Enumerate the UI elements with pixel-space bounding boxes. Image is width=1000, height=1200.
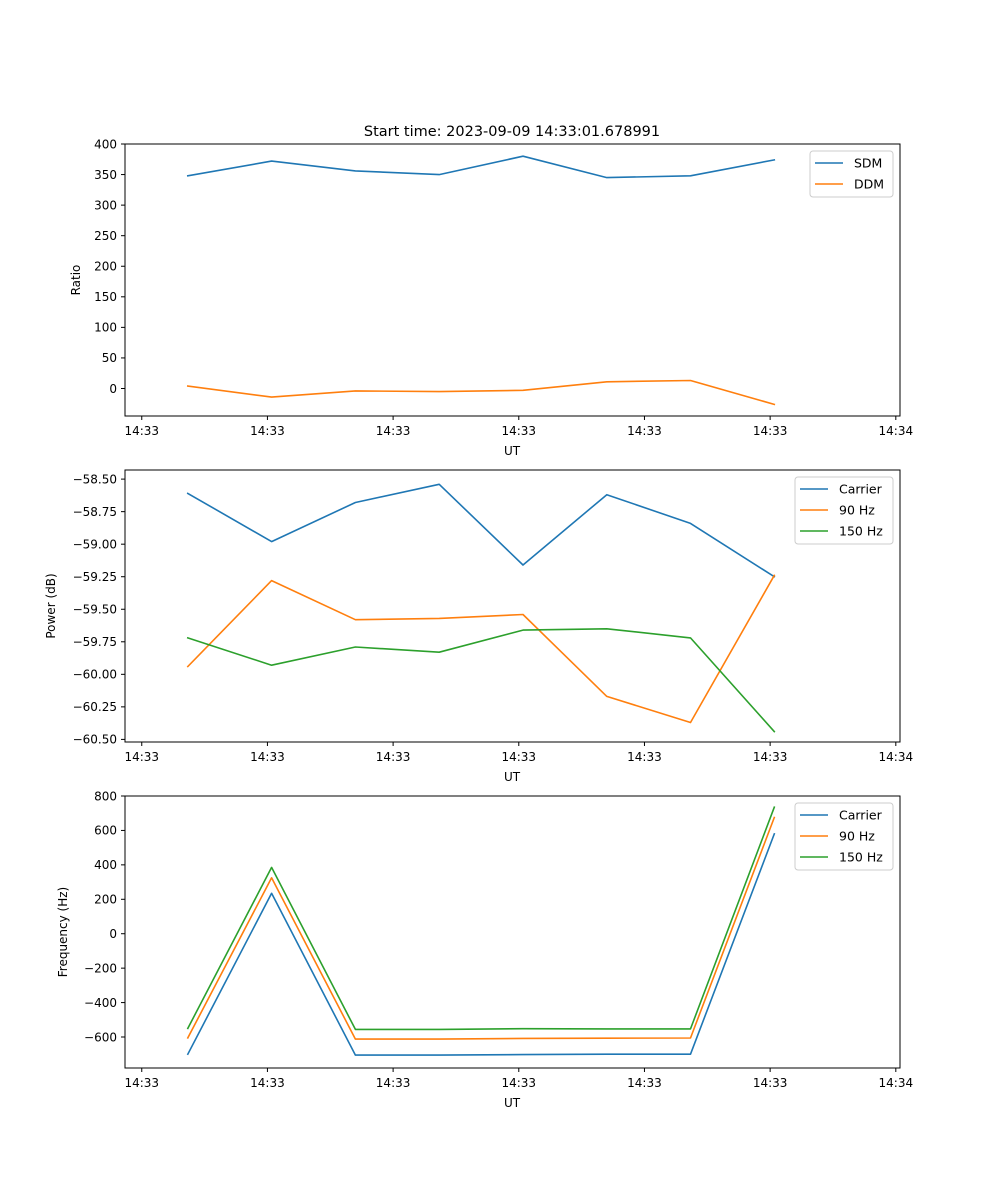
x-tick-label: 14:34 [879, 1076, 914, 1090]
series-group [186, 155, 776, 406]
series-line-150-hz [186, 806, 776, 1031]
x-tick-label: 14:33 [753, 1076, 788, 1090]
y-tick-label: −59.50 [73, 603, 117, 617]
y-tick-label: 350 [94, 168, 117, 182]
y-tick-label: 800 [94, 789, 117, 803]
y-tick-label: −400 [84, 996, 117, 1010]
y-tick-label: 100 [94, 321, 117, 335]
x-tick-label: 14:33 [627, 750, 662, 764]
axes-frame [124, 469, 901, 743]
figure-title: Start time: 2023-09-09 14:33:01.678991 [364, 124, 660, 140]
y-tick-label: −200 [84, 961, 117, 975]
y-tick-label: 200 [94, 260, 117, 274]
series-line-sdm [186, 155, 776, 179]
legend-label: 150 Hz [839, 850, 883, 865]
series-group [186, 806, 776, 1056]
legend: SDM DDM [809, 150, 894, 198]
x-tick-label: 14:33 [376, 424, 411, 438]
x-tick-label: 14:33 [753, 750, 788, 764]
x-tick-label: 14:33 [376, 1076, 411, 1090]
y-axis-ticks: 0 50 100 150 200 250 300 350 400 [94, 137, 125, 396]
y-tick-label: −59.75 [73, 635, 117, 649]
y-tick-label: 400 [94, 137, 117, 151]
power-panel: 14:33 14:33 14:33 14:33 14:33 14:33 14:34 −60.5… [44, 469, 913, 784]
series-line-carrier [186, 832, 776, 1056]
y-tick-label: −60.00 [73, 668, 117, 682]
y-tick-label: 400 [94, 858, 117, 872]
x-axis-ticks: 14:33 14:33 14:33 14:33 14:33 14:33 14:34 [124, 416, 913, 438]
ratio-panel: 14:33 14:33 14:33 14:33 14:33 14:33 14:34 0 50 10… [69, 137, 913, 458]
legend-label: 90 Hz [839, 503, 875, 518]
x-tick-label: 14:33 [501, 424, 536, 438]
y-axis-label: Ratio [69, 265, 83, 296]
x-axis-ticks: 14:33 14:33 14:33 14:33 14:33 14:33 14:34 [124, 742, 913, 764]
subplots: 14:33 14:33 14:33 14:33 14:33 14:33 14:34 0 50 10… [44, 137, 913, 1110]
y-tick-label: 50 [102, 351, 117, 365]
y-tick-label: −600 [84, 1030, 117, 1044]
x-tick-label: 14:33 [376, 750, 411, 764]
y-tick-label: −60.25 [73, 700, 117, 714]
x-tick-label: 14:33 [124, 424, 159, 438]
y-tick-label: 0 [109, 382, 117, 396]
y-tick-label: 150 [94, 290, 117, 304]
x-tick-label: 14:33 [250, 750, 285, 764]
y-tick-label: 0 [109, 927, 117, 941]
legend-label: 90 Hz [839, 829, 875, 844]
x-tick-label: 14:33 [124, 1076, 159, 1090]
legend: Carrier 90 Hz 150 Hz [794, 476, 894, 545]
x-axis-label: UT [504, 1096, 521, 1110]
y-axis-label: Frequency (Hz) [56, 887, 70, 978]
y-tick-label: −58.75 [73, 505, 117, 519]
axes-frame [124, 143, 901, 417]
x-tick-label: 14:33 [501, 1076, 536, 1090]
x-tick-label: 14:33 [627, 424, 662, 438]
y-axis-label: Power (dB) [44, 573, 58, 638]
x-tick-label: 14:33 [250, 1076, 285, 1090]
y-tick-label: 600 [94, 824, 117, 838]
legend: Carrier 90 Hz 150 Hz [794, 802, 894, 871]
legend-label: SDM [854, 156, 882, 171]
series-line-90-hz [186, 574, 776, 724]
x-tick-label: 14:33 [124, 750, 159, 764]
y-tick-label: 250 [94, 229, 117, 243]
y-tick-label: 200 [94, 893, 117, 907]
legend-label: DDM [854, 177, 884, 192]
legend-label: Carrier [839, 482, 883, 497]
series-line-carrier [186, 483, 776, 578]
legend-frame [794, 802, 894, 871]
x-tick-label: 14:33 [753, 424, 788, 438]
series-group [186, 483, 776, 733]
x-axis-ticks: 14:33 14:33 14:33 14:33 14:33 14:33 14:34 [124, 1068, 913, 1090]
y-tick-label: −59.00 [73, 537, 117, 551]
x-axis-label: UT [504, 444, 521, 458]
series-line-150-hz [186, 627, 776, 733]
series-line-ddm [186, 379, 776, 406]
x-tick-label: 14:33 [501, 750, 536, 764]
axes-frame [124, 795, 901, 1069]
x-tick-label: 14:33 [250, 424, 285, 438]
y-axis-ticks: −600 −400 −200 0 200 400 600 800 [84, 789, 125, 1044]
series-line-90-hz [186, 816, 776, 1040]
legend-label: Carrier [839, 808, 883, 823]
x-tick-label: 14:34 [879, 750, 914, 764]
y-tick-label: −59.25 [73, 570, 117, 584]
frequency-panel: 14:33 14:33 14:33 14:33 14:33 14:33 14:34−600−… [56, 789, 913, 1110]
y-tick-label: 300 [94, 198, 117, 212]
x-axis-label: UT [504, 770, 521, 784]
legend-frame [794, 476, 894, 545]
legend-label: 150 Hz [839, 524, 883, 539]
y-tick-label: −58.50 [73, 472, 117, 486]
x-tick-label: 14:34 [879, 424, 914, 438]
y-axis-ticks: −60.50 −60.25 −60.00 −59.75 −59.50 −59.25 −59.… [73, 472, 125, 747]
x-tick-label: 14:33 [627, 1076, 662, 1090]
y-tick-label: −60.50 [73, 733, 117, 747]
